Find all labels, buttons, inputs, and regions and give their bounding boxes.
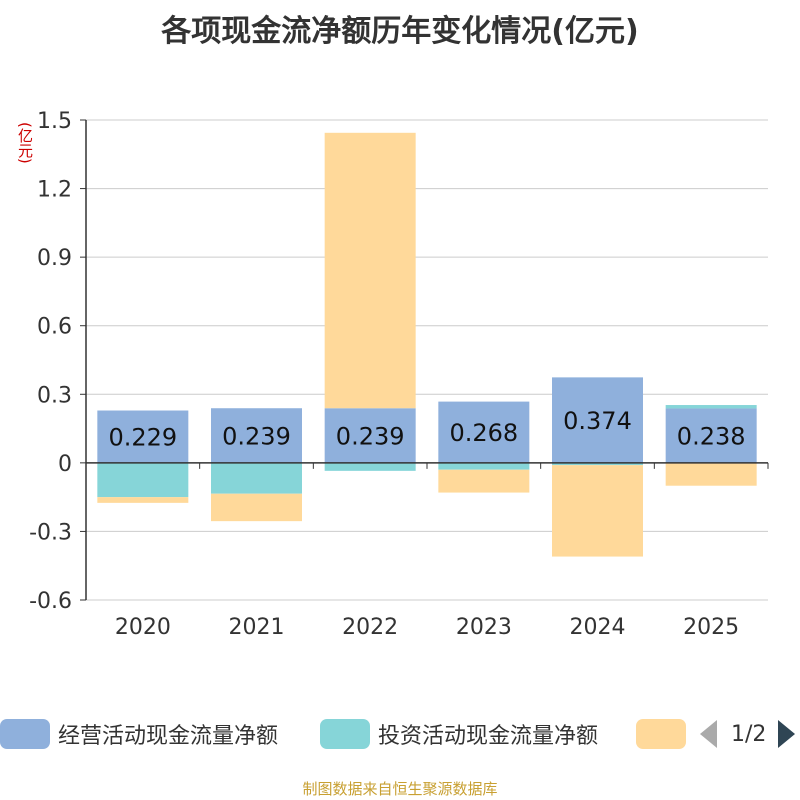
bar-2024-series-1 [552,462,643,466]
data-labels: 0.229 0.239 0.239 0.268 0.374 0.238 [108,407,745,452]
legend-swatch-operating [0,719,50,749]
legend-swatch-investing [320,719,370,749]
x-tick-label: 2021 [229,615,285,640]
legend-pager: 1/2 [700,716,796,752]
source-note: 制图数据来自恒生聚源数据库 [302,780,498,798]
data-label-2023: 0.268 [449,419,518,447]
axes [85,120,769,600]
legend-item-investing[interactable]: 投资活动现金流量净额 [320,716,598,752]
bar-2025-series-1 [665,405,757,409]
legend-next-page-icon[interactable] [778,720,796,748]
bar-2024-series-2 [552,465,643,557]
y-axis-unit-label: (亿元) [16,122,34,164]
y-tick-label: 0.9 [37,246,72,271]
x-tick-label: 2022 [342,615,398,640]
legend-item-financing[interactable] [636,716,686,752]
legend-prev-page-icon[interactable] [700,720,717,748]
bar-2025-series-0 [665,408,757,463]
x-tick-labels: 2020 2021 2022 2023 2024 2025 [115,615,739,640]
data-label-2022: 0.239 [336,423,405,451]
bars [97,132,757,557]
bar-2021-series-2 [211,493,302,522]
bar-2023-series-1 [438,462,530,470]
y-tick-label: -0.6 [29,589,72,614]
data-label-2020: 0.229 [108,424,177,452]
bar-2020-series-2 [97,497,189,503]
legend-item-operating[interactable]: 经营活动现金流量净额 [0,716,278,752]
bar-2020-series-1 [97,462,189,498]
bar-2024-series-0 [552,377,643,463]
bar-2022-series-2 [324,132,416,409]
y-tick-label: 0 [58,452,72,477]
bar-2025-series-2 [665,462,757,486]
legend: 经营活动现金流量净额 投资活动现金流量净额 1/2 [0,716,800,752]
bar-2021-series-0 [211,408,302,463]
bar-2022-series-1 [324,462,416,471]
gridlines [80,119,768,601]
legend-swatch-financing [636,719,686,749]
y-tick-label: 0.3 [37,383,72,408]
legend-label-investing: 投资活动现金流量净额 [378,724,599,749]
legend-label-operating: 经营活动现金流量净额 [58,724,279,749]
y-tick-label: 1.2 [37,178,72,203]
x-tick-label: 2020 [115,615,171,640]
y-tick-labels: 1.5 1.2 0.9 0.6 0.3 0 -0.3 -0.6 [29,109,72,614]
y-tick-label: 1.5 [37,109,72,134]
bar-2020-series-0 [97,410,189,463]
data-label-2021: 0.239 [222,423,291,451]
data-label-2024: 0.374 [563,407,632,435]
bar-2022-series-0 [324,408,416,463]
legend-page-indicator: 1/2 [731,721,767,747]
y-tick-label: -0.3 [29,520,72,545]
bar-2021-series-1 [211,462,302,494]
chart-title: 各项现金流净额历年变化情况(亿元) [161,14,639,49]
x-tick-label: 2025 [683,615,739,640]
bar-2023-series-0 [438,401,530,463]
y-tick-label: 0.6 [37,315,72,340]
x-tick-label: 2023 [456,615,512,640]
data-label-2025: 0.238 [677,423,746,451]
bar-2023-series-2 [438,469,530,493]
x-tick-label: 2024 [570,615,626,640]
